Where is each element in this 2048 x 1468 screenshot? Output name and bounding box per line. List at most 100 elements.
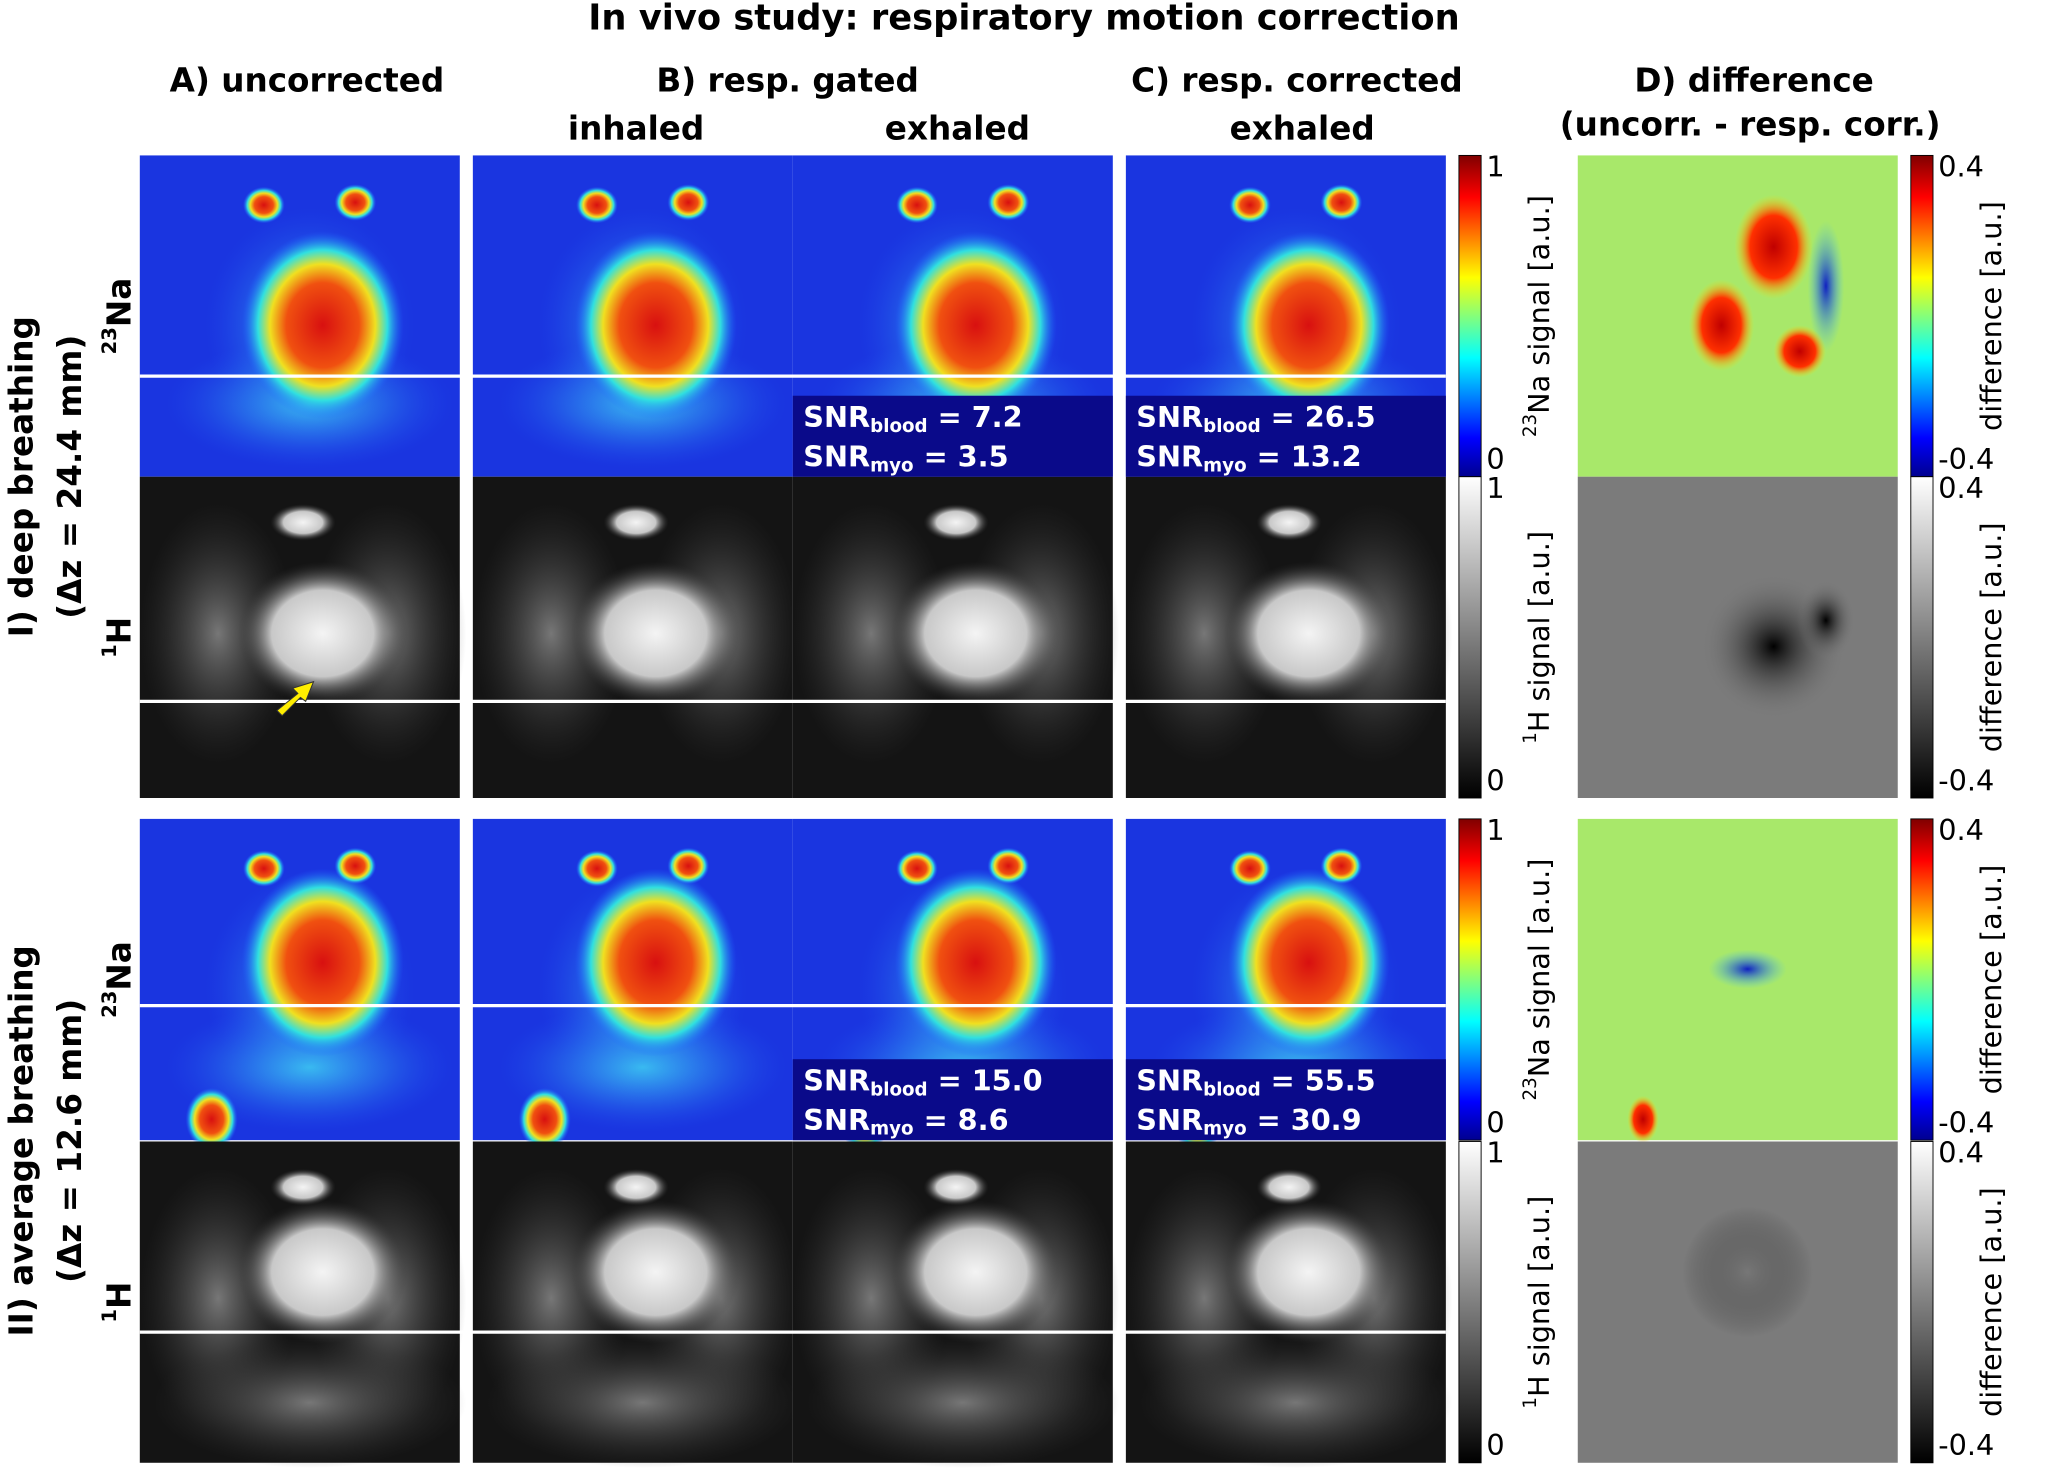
- blob: [1223, 1200, 1394, 1344]
- colorbar-tick-label: 1: [1486, 471, 1504, 505]
- snr-label: SNR: [1136, 439, 1203, 473]
- label: Na signal [a.u.]: [1522, 859, 1556, 1078]
- blob: [890, 561, 1061, 706]
- proton-image: [139, 1141, 467, 1468]
- difference-image: [1577, 818, 1898, 1143]
- label: difference [a.u.]: [1974, 1187, 2008, 1417]
- row-label: II) average breathing: [3, 945, 41, 1336]
- label: Na signal [a.u.]: [1522, 195, 1556, 414]
- snr-value: = 8.6: [924, 1103, 1009, 1137]
- colorbar: [1458, 476, 1482, 799]
- blob: [1708, 949, 1787, 989]
- colorbar-tick-label: 1: [1486, 813, 1504, 847]
- sub-header: exhaled: [1230, 110, 1375, 148]
- proton-image: [1125, 476, 1453, 798]
- colorbar-label: 23Na signal [a.u.]: [1520, 195, 1556, 437]
- column-header: B) resp. gated: [656, 61, 918, 99]
- blob: [576, 186, 618, 224]
- blob: [1627, 1095, 1659, 1143]
- blob: [1688, 279, 1755, 371]
- colorbar-tick-label: -0.4: [1938, 763, 1994, 797]
- snr-subscript: blood: [870, 416, 928, 437]
- proton-image: [139, 476, 467, 798]
- blob: [152, 1337, 467, 1468]
- superscript: 23: [1520, 414, 1541, 437]
- row-detail: (Δz = 12.6 mm): [51, 999, 89, 1283]
- snr-text: SNRmyo = 3.5: [803, 439, 1008, 476]
- nucleus: Na: [101, 941, 139, 990]
- blob: [574, 868, 737, 1057]
- blob: [1229, 186, 1271, 224]
- blob: [1773, 325, 1826, 378]
- sub-header: exhaled: [885, 110, 1030, 148]
- column-header: D) difference: [1634, 61, 1873, 99]
- snr-space: [928, 400, 938, 434]
- label: difference [a.u.]: [1974, 201, 2008, 431]
- colorbar-tick-label: 0: [1486, 763, 1504, 797]
- colorbar: [1458, 154, 1482, 478]
- snr-label: SNR: [803, 400, 870, 434]
- nucleus: H: [101, 617, 139, 644]
- blob: [1797, 581, 1855, 660]
- blob: [139, 502, 297, 765]
- blob: [1256, 504, 1322, 541]
- blob: [1138, 1337, 1453, 1468]
- blob: [1125, 502, 1283, 765]
- snr-subscript: blood: [870, 1080, 928, 1101]
- colorbar-tick-label: 0: [1486, 1428, 1504, 1462]
- snr-label: SNR: [1136, 1064, 1203, 1098]
- snr-label: SNR: [1136, 400, 1203, 434]
- difference-image: [1577, 476, 1898, 798]
- nucleus-label: 1H: [97, 1282, 138, 1323]
- blob: [1682, 1206, 1813, 1338]
- colorbar-tick-label: 0.4: [1938, 1136, 1984, 1170]
- blob: [923, 1168, 989, 1206]
- colorbar-tick-label: -0.4: [1938, 442, 1994, 476]
- label: difference [a.u.]: [1974, 522, 2008, 752]
- blob: [890, 1200, 1061, 1344]
- colorbar: [1910, 1141, 1934, 1464]
- snr-subscript: myo: [1203, 1119, 1247, 1140]
- snr-label: SNR: [803, 439, 870, 473]
- snr-text: SNRblood = 15.0: [803, 1064, 1042, 1101]
- blob: [334, 847, 377, 885]
- colorbar-tick-label: 0.4: [1938, 813, 1984, 847]
- row-detail: (Δz = 24.4 mm): [51, 335, 89, 619]
- snr-space: [1261, 400, 1271, 434]
- blob: [987, 847, 1030, 885]
- superscript: 1: [97, 1309, 120, 1323]
- blob: [570, 561, 741, 706]
- blob: [570, 1200, 741, 1344]
- nucleus-label: 23Na: [97, 278, 138, 355]
- blob: [242, 186, 285, 224]
- nucleus: Na: [101, 278, 139, 327]
- colorbar-label: 1H signal [a.u.]: [1520, 1196, 1556, 1409]
- snr-value: = 7.2: [938, 400, 1023, 434]
- colorbar: [1910, 818, 1934, 1141]
- snr-subscript: myo: [870, 1119, 914, 1140]
- blob: [894, 231, 1057, 420]
- superscript: 23: [1520, 1077, 1541, 1100]
- blob: [1734, 194, 1813, 300]
- blob: [472, 502, 630, 765]
- colorbar-tick-label: 1: [1486, 1136, 1504, 1170]
- colorbar-label: 23Na signal [a.u.]: [1520, 859, 1556, 1101]
- blob: [1229, 850, 1271, 887]
- snr-text: SNRblood = 26.5: [1136, 400, 1375, 437]
- colorbar-tick-label: 0: [1486, 442, 1504, 476]
- arrow: [276, 680, 315, 717]
- snr-text: SNRblood = 55.5: [1136, 1064, 1375, 1101]
- proton-image: [1125, 1141, 1453, 1468]
- difference-image: [1577, 155, 1898, 477]
- colorbar: [1910, 154, 1934, 478]
- blob: [792, 502, 950, 765]
- blob: [603, 1168, 669, 1206]
- blob: [987, 184, 1030, 221]
- sodium-image: [472, 818, 793, 1151]
- superscript: 1: [1520, 732, 1541, 744]
- snr-space: [914, 1103, 924, 1137]
- blob: [1227, 231, 1390, 420]
- superscript: 23: [97, 991, 120, 1018]
- colorbar-tick-label: -0.4: [1938, 1106, 1994, 1140]
